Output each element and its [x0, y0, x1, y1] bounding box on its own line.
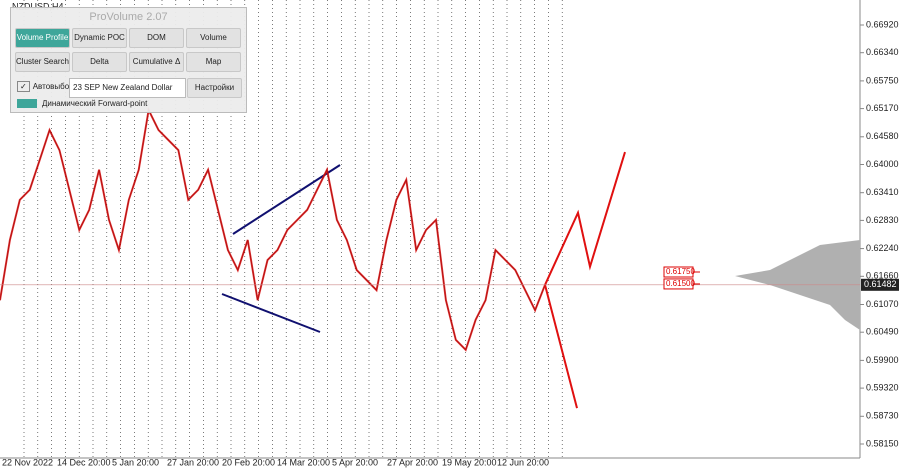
x-tick-label: 14 Mar 20:00 [277, 457, 330, 467]
y-tick-label: 0.59900 [866, 355, 899, 365]
mode-button[interactable]: Dynamic POC [72, 28, 127, 48]
x-tick-label: 19 May 20:00 [442, 457, 497, 467]
forecast-line [544, 151, 626, 286]
mode-button[interactable]: Cluster Search [15, 52, 70, 72]
forecast-line [544, 284, 578, 409]
level-label: 0.61750 [666, 267, 695, 276]
zigzag [0, 106, 546, 352]
y-tick-label: 0.65170 [866, 103, 899, 113]
x-tick-label: 5 Apr 20:00 [332, 457, 378, 467]
forward-toggle[interactable]: Динамический Forward-point [17, 99, 148, 109]
autoselect-label: Автовыбор [32, 82, 74, 91]
y-tick-label: 0.60490 [866, 327, 899, 337]
mode-button[interactable]: DOM [129, 28, 184, 48]
level-box [663, 278, 694, 290]
y-tick-label: 0.64000 [866, 159, 899, 169]
y-tick-label: 0.62830 [866, 215, 899, 225]
level-box [663, 266, 694, 278]
mode-button[interactable]: Delta [72, 52, 127, 72]
y-tick-label: 0.66920 [866, 19, 899, 29]
current-price-label: 0.61482 [864, 279, 897, 289]
y-tick-label: 0.59320 [866, 382, 899, 392]
level-label: 0.61500 [666, 279, 695, 288]
x-tick-label: 14 Dec 20:00 [57, 457, 111, 467]
symbol: NZDUSD,H4 [12, 1, 64, 11]
y-tick-label: 0.58730 [866, 411, 899, 421]
x-tick-label: 20 Feb 20:00 [222, 457, 275, 467]
settings-button[interactable]: Настройки [187, 78, 242, 98]
autoselect[interactable]: ✓ Автовыбор [17, 81, 74, 92]
panel-title: ProVolume 2.07 [89, 11, 168, 23]
provolume-panel: ProVolume 2.07 Volume Profile Dynamic POC… [10, 7, 247, 113]
mode-button[interactable]: Cumulative Δ [129, 52, 184, 72]
y-tick-label: 0.62240 [866, 243, 899, 253]
x-tick-label: 27 Jan 20:00 [167, 457, 219, 467]
x-tick-label: 5 Jan 20:00 [112, 457, 159, 467]
trend-line [221, 293, 321, 333]
mode-button[interactable]: Volume [186, 28, 241, 48]
x-tick-label: 27 Apr 20:00 [387, 457, 438, 467]
y-tick-label: 0.61660 [866, 271, 899, 281]
mode-button[interactable]: Volume Profile [15, 28, 70, 48]
y-tick-label: 0.58150 [866, 438, 899, 448]
instrument-select[interactable]: 23 SEP New Zealand Dollar [69, 78, 186, 98]
current-price-box [861, 278, 899, 291]
y-tick-label: 0.63410 [866, 187, 899, 197]
y-tick-label: 0.65750 [866, 75, 899, 85]
y-tick-label: 0.61070 [866, 299, 899, 309]
y-tick-label: 0.64580 [866, 131, 899, 141]
trend-line [232, 164, 341, 235]
mode-button[interactable]: Map [186, 52, 241, 72]
y-tick-label: 0.66340 [866, 47, 899, 57]
forward-label: Динамический Forward-point [42, 99, 148, 108]
x-tick-label: 22 Nov 2022 [2, 457, 53, 467]
x-tick-label: 12 Jun 20:00 [497, 457, 549, 467]
